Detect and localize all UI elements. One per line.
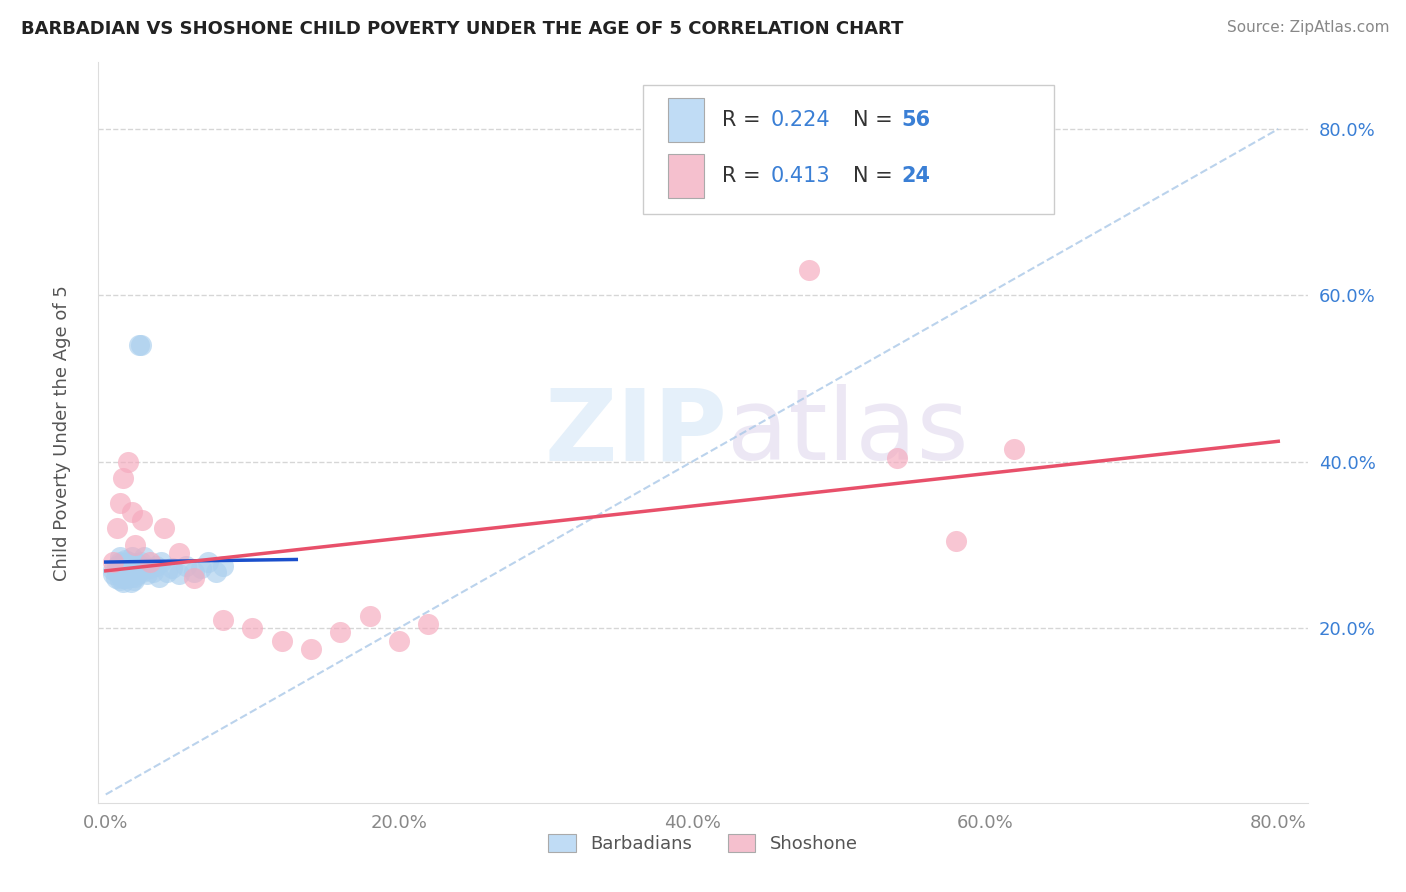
- Point: [110, 573, 132, 587]
- Point: [138, 555, 160, 569]
- Point: [118, 555, 141, 569]
- Point: [122, 573, 145, 587]
- Point: [167, 567, 190, 582]
- Point: [388, 633, 411, 648]
- Text: atlas: atlas: [727, 384, 969, 481]
- Point: [112, 558, 135, 573]
- Text: N =: N =: [853, 166, 900, 186]
- Point: [101, 555, 124, 569]
- Point: [129, 555, 152, 569]
- Text: 0.224: 0.224: [770, 110, 831, 130]
- Point: [183, 571, 205, 585]
- Point: [114, 571, 136, 585]
- Point: [945, 533, 967, 548]
- Point: [108, 567, 131, 582]
- Point: [118, 565, 141, 579]
- Point: [359, 608, 381, 623]
- Point: [121, 505, 143, 519]
- Point: [129, 338, 152, 352]
- Point: [886, 450, 908, 465]
- Text: 24: 24: [901, 166, 931, 186]
- Point: [117, 561, 139, 575]
- Point: [153, 521, 176, 535]
- Text: N =: N =: [853, 110, 900, 130]
- Point: [110, 496, 132, 510]
- Point: [128, 338, 150, 352]
- Point: [135, 567, 157, 582]
- Point: [112, 471, 135, 485]
- Legend: Barbadians, Shoshone: Barbadians, Shoshone: [541, 827, 865, 861]
- Point: [111, 556, 134, 570]
- Point: [132, 550, 155, 565]
- Point: [105, 571, 128, 585]
- Point: [115, 563, 138, 577]
- Point: [131, 558, 153, 573]
- Text: R =: R =: [723, 166, 768, 186]
- Point: [107, 565, 129, 579]
- Point: [131, 565, 153, 579]
- Point: [131, 513, 153, 527]
- Point: [107, 521, 129, 535]
- Point: [204, 565, 226, 579]
- Point: [128, 565, 150, 579]
- Point: [183, 565, 205, 579]
- Point: [145, 558, 167, 573]
- Point: [142, 565, 165, 579]
- Text: R =: R =: [723, 110, 768, 130]
- Point: [121, 550, 143, 565]
- Point: [418, 616, 440, 631]
- FancyBboxPatch shape: [668, 154, 704, 198]
- Point: [124, 569, 146, 583]
- Point: [125, 556, 148, 570]
- Point: [101, 563, 124, 577]
- Point: [127, 561, 149, 575]
- Point: [160, 561, 183, 575]
- Point: [114, 553, 136, 567]
- Point: [167, 546, 190, 560]
- FancyBboxPatch shape: [668, 98, 704, 142]
- Point: [148, 569, 170, 583]
- Point: [121, 563, 143, 577]
- Point: [138, 561, 160, 575]
- Point: [299, 641, 322, 656]
- Point: [270, 633, 292, 648]
- Point: [150, 555, 173, 569]
- Point: [122, 558, 145, 573]
- Point: [112, 565, 135, 579]
- FancyBboxPatch shape: [643, 85, 1053, 214]
- Point: [212, 613, 235, 627]
- Point: [125, 567, 148, 582]
- Point: [176, 558, 198, 573]
- Point: [120, 575, 142, 590]
- Text: ZIP: ZIP: [544, 384, 727, 481]
- Point: [156, 565, 179, 579]
- Point: [124, 565, 146, 579]
- Point: [110, 550, 132, 565]
- Point: [190, 561, 212, 575]
- Text: BARBADIAN VS SHOSHONE CHILD POVERTY UNDER THE AGE OF 5 CORRELATION CHART: BARBADIAN VS SHOSHONE CHILD POVERTY UNDE…: [21, 20, 904, 37]
- Point: [115, 556, 138, 570]
- Point: [240, 621, 263, 635]
- Point: [124, 538, 146, 552]
- Point: [197, 555, 219, 569]
- Point: [108, 561, 131, 575]
- Point: [329, 625, 352, 640]
- Point: [212, 558, 235, 573]
- Point: [117, 567, 139, 582]
- Point: [107, 558, 129, 573]
- Text: Source: ZipAtlas.com: Source: ZipAtlas.com: [1226, 20, 1389, 35]
- Point: [120, 569, 142, 583]
- Point: [101, 567, 124, 582]
- Point: [1004, 442, 1026, 457]
- Point: [117, 455, 139, 469]
- Y-axis label: Child Poverty Under the Age of 5: Child Poverty Under the Age of 5: [52, 285, 70, 581]
- Point: [799, 263, 821, 277]
- Point: [111, 571, 134, 585]
- Text: 56: 56: [901, 110, 931, 130]
- Point: [110, 555, 132, 569]
- Text: 0.413: 0.413: [770, 166, 831, 186]
- Point: [112, 575, 135, 590]
